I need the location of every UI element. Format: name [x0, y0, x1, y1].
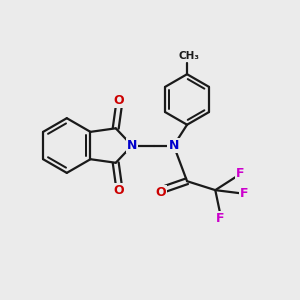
Text: N: N [169, 139, 179, 152]
Text: CH₃: CH₃ [178, 51, 199, 62]
Text: F: F [215, 212, 224, 225]
Text: F: F [236, 167, 245, 180]
Text: N: N [127, 139, 137, 152]
Text: F: F [240, 187, 249, 200]
Text: O: O [113, 184, 124, 197]
Text: O: O [113, 94, 124, 107]
Text: O: O [155, 186, 166, 199]
